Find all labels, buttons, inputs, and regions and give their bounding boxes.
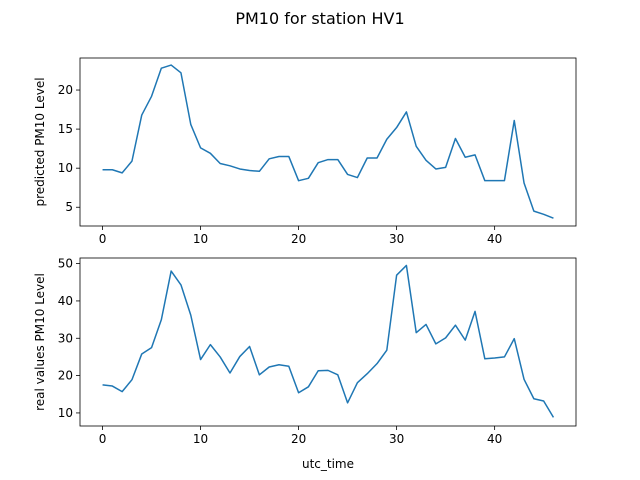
axes-frame — [79, 57, 577, 227]
subplot-real-values: 0 10 20 30 40 10 20 30 40 50 real values PM10 Leve… — [33, 257, 577, 471]
x-tick-label: 40 — [487, 232, 502, 246]
series-line — [102, 64, 554, 219]
y-tick-label: 10 — [58, 161, 73, 175]
y-axis-label: real values PM10 Level — [33, 273, 47, 411]
x-axis-label: utc_time — [302, 457, 354, 471]
x-tick-label: 0 — [99, 232, 107, 246]
y-tick-label: 30 — [58, 331, 73, 345]
x-tick-label: 30 — [389, 432, 404, 446]
y-tick-label: 40 — [58, 294, 73, 308]
x-tick-label: 10 — [193, 432, 208, 446]
x-tick-label: 30 — [389, 232, 404, 246]
subplot-predicted: 0 10 20 30 40 5 10 15 20 predicted PM10 Level — [33, 57, 577, 246]
figure-title: PM10 for station HV1 — [235, 9, 404, 28]
series-line — [102, 264, 555, 418]
axes-frame — [79, 257, 577, 427]
x-tick-label: 20 — [291, 432, 306, 446]
y-tick-label: 20 — [58, 369, 73, 383]
y-tick-label: 50 — [58, 257, 73, 271]
x-tick-label: 0 — [99, 432, 107, 446]
x-tick-label: 10 — [193, 232, 208, 246]
y-axis-label: predicted PM10 Level — [33, 77, 47, 206]
y-tick-label: 20 — [58, 83, 73, 97]
x-tick-label: 40 — [487, 432, 502, 446]
y-tick-label: 15 — [58, 122, 73, 136]
x-tick-label: 20 — [291, 232, 306, 246]
y-tick-label: 10 — [58, 406, 73, 420]
y-tick-label: 5 — [65, 200, 73, 214]
